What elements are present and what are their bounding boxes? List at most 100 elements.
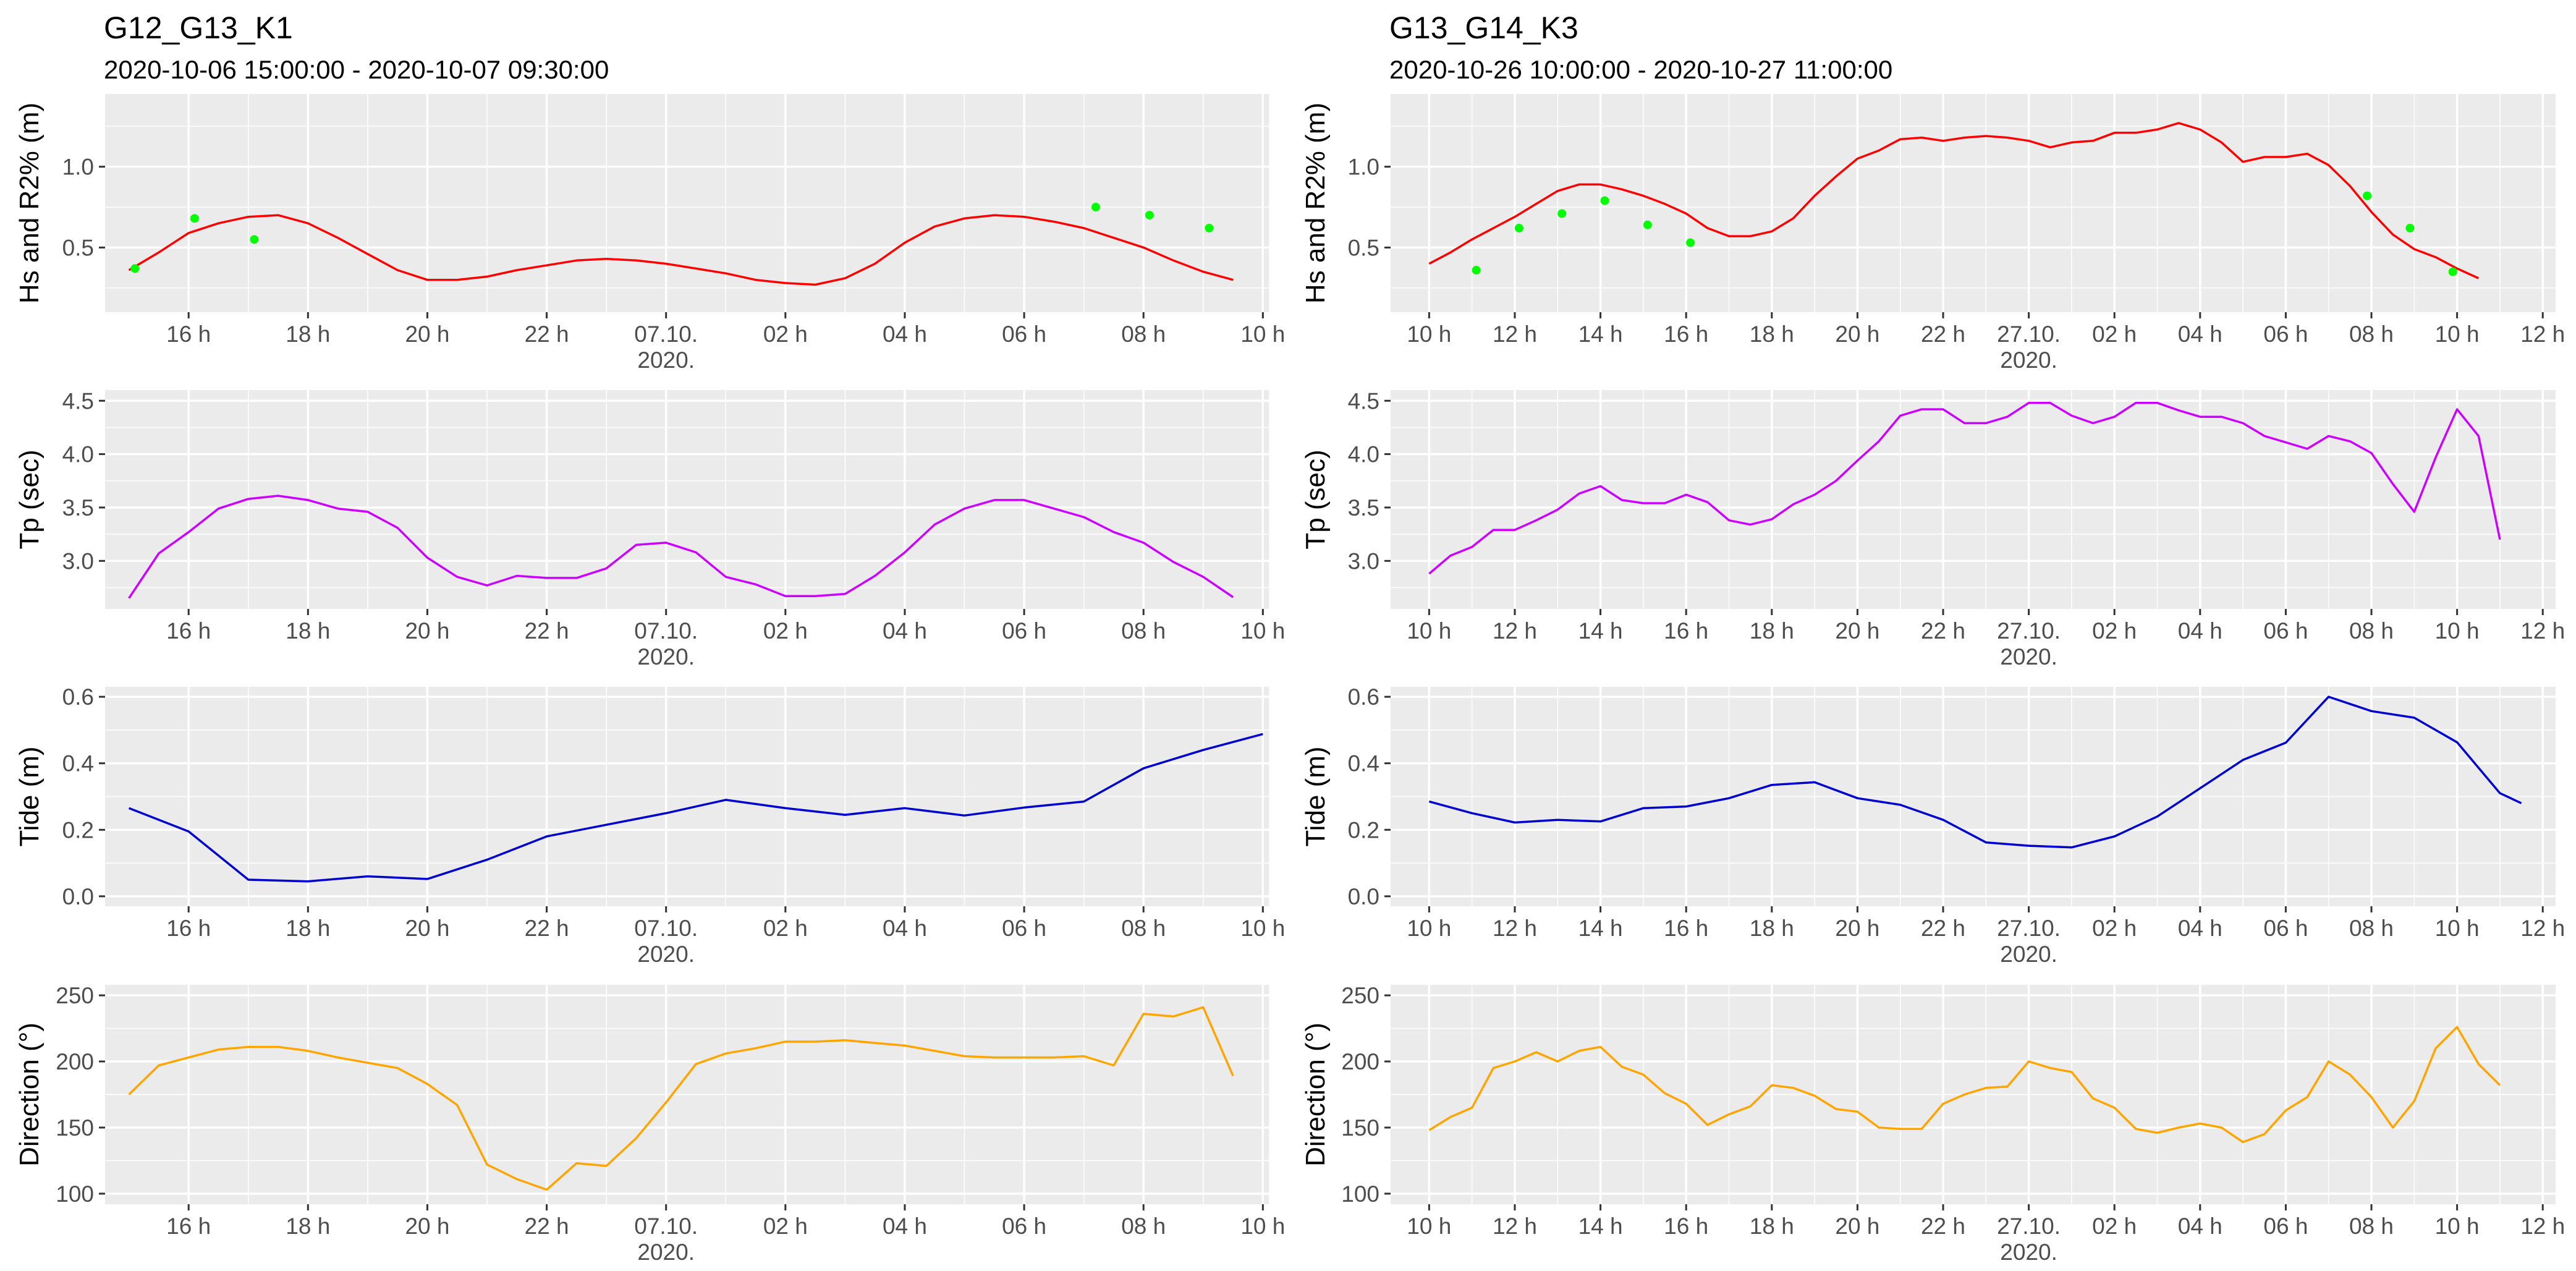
x-tick-label: 06 h [1002, 618, 1046, 644]
y-tick-label: 150 [1341, 1115, 1379, 1141]
y-tick-label: 4.0 [62, 442, 94, 467]
y-axis-title: Tide (m) [14, 746, 44, 846]
y-axis-title: Tp (sec) [14, 449, 44, 549]
x-tick-label: 10 h [1240, 321, 1285, 347]
x-tick-label: 02 h [763, 916, 808, 941]
panel-tide-left: 16 h 18 h 20 h 22 h 07.10. 02 h 04 h 06 h 08 h 10… [14, 684, 1285, 967]
x-axis-date-label: 2020. [2000, 347, 2057, 373]
x-tick-label: 12 h [1493, 1214, 1537, 1239]
y-tick-label: 0.6 [1348, 684, 1379, 710]
x-tick-label: 12 h [2520, 1214, 2565, 1239]
y-tick-label: 4.5 [1348, 388, 1379, 414]
y-tick-label: 150 [56, 1115, 94, 1141]
r2-point [1472, 266, 1481, 275]
x-axis-date-label: 2020. [2000, 942, 2057, 967]
x-tick-label: 16 h [166, 916, 211, 941]
x-tick-label: 08 h [2349, 321, 2394, 347]
x-tick-label: 08 h [1121, 618, 1166, 644]
x-tick-label: 10 h [1407, 916, 1451, 941]
x-tick-label: 02 h [2092, 916, 2137, 941]
x-axis-date-label: 2020. [637, 1239, 695, 1265]
x-axis-date-label: 2020. [2000, 644, 2057, 670]
r2-point [1205, 224, 1214, 233]
x-tick-label: 18 h [1750, 618, 1794, 644]
r2-point [1514, 224, 1523, 233]
x-tick-label: 18 h [1750, 321, 1794, 347]
x-tick-label: 22 h [1921, 321, 1965, 347]
x-tick-label: 18 h [1750, 916, 1794, 941]
x-tick-label: 02 h [763, 1214, 808, 1239]
y-tick-label: 250 [1341, 983, 1379, 1008]
x-tick-label: 12 h [2520, 321, 2565, 347]
panel-background [105, 390, 1269, 609]
r2-point [190, 214, 199, 223]
x-tick-label: 06 h [1002, 1214, 1046, 1239]
x-tick-label: 12 h [2520, 916, 2565, 941]
x-tick-label: 27.10. [1997, 916, 2061, 941]
x-tick-label: 10 h [1407, 321, 1451, 347]
x-tick-label: 02 h [2092, 1214, 2137, 1239]
y-tick-label: 0.2 [1348, 817, 1379, 843]
series-line-tide [1428, 695, 2522, 849]
y-tick-label: 3.0 [1348, 548, 1379, 574]
y-axis-title: Tp (sec) [1300, 449, 1331, 549]
x-tick-label: 27.10. [1997, 618, 2061, 644]
x-tick-label: 08 h [1121, 1214, 1166, 1239]
x-tick-label: 08 h [2349, 1214, 2394, 1239]
y-tick-label: 250 [56, 983, 94, 1008]
y-tick-label: 3.5 [62, 495, 94, 521]
x-tick-label: 22 h [1921, 916, 1965, 941]
panel-tp-right: 10 h 12 h 14 h 16 h 18 h 20 h 22 h 27.10. 02 h 04… [1300, 388, 2565, 670]
x-tick-label: 16 h [166, 618, 211, 644]
x-tick-label: 22 h [525, 1214, 569, 1239]
panel-dir-left: 16 h 18 h 20 h 22 h 07.10. 02 h 04 h 06 h 08 h 10… [14, 983, 1285, 1265]
r2-point [1091, 203, 1100, 212]
x-tick-label: 14 h [1578, 618, 1623, 644]
y-tick-label: 0.5 [62, 235, 94, 260]
x-tick-label: 08 h [1121, 916, 1166, 941]
x-tick-label: 20 h [1835, 321, 1879, 347]
y-tick-label: 4.0 [1348, 442, 1379, 467]
panel-tide-right: 10 h 12 h 14 h 16 h 18 h 20 h 22 h 27.10. 02 h 04… [1300, 684, 2565, 967]
y-axis-title: Direction (°) [1300, 1022, 1331, 1167]
y-tick-label: 100 [56, 1181, 94, 1207]
x-tick-label: 18 h [286, 321, 330, 347]
x-tick-label: 06 h [2263, 321, 2308, 347]
r2-point [1643, 220, 1652, 229]
r2-point [1600, 196, 1609, 205]
x-tick-label: 20 h [405, 618, 449, 644]
x-tick-label: 16 h [1664, 321, 1708, 347]
x-tick-label: 22 h [525, 321, 569, 347]
series-line-tide [128, 733, 1263, 883]
x-tick-label: 18 h [286, 1214, 330, 1239]
x-tick-label: 27.10. [1997, 1214, 2061, 1239]
x-tick-label: 06 h [2263, 916, 2308, 941]
x-tick-label: 10 h [1240, 1214, 1285, 1239]
x-tick-label: 16 h [1664, 618, 1708, 644]
panel-hs-left: 16 h 18 h 20 h 22 h 07.10. 02 h 04 h 06 h 08 h 10… [14, 94, 1285, 373]
y-tick-label: 100 [1341, 1181, 1379, 1207]
panel-background [105, 94, 1269, 312]
x-tick-label: 04 h [883, 1214, 927, 1239]
x-tick-label: 04 h [2178, 916, 2222, 941]
y-tick-label: 0.0 [62, 884, 94, 909]
x-axis-date-label: 2020. [637, 644, 695, 670]
x-tick-label: 27.10. [1997, 321, 2061, 347]
x-tick-label: 06 h [2263, 1214, 2308, 1239]
x-tick-label: 10 h [1240, 916, 1285, 941]
column-1-title: G12_G13_K1 [104, 11, 293, 45]
y-tick-label: 3.0 [62, 548, 94, 574]
r2-point [1145, 211, 1154, 220]
y-tick-label: 0.5 [1348, 235, 1379, 260]
x-tick-label: 07.10. [634, 1214, 698, 1239]
r2-point [1686, 238, 1695, 247]
series-line-hs [1428, 122, 2480, 279]
panel-tp-left: 16 h 18 h 20 h 22 h 07.10. 02 h 04 h 06 h 08 h 10… [14, 388, 1285, 670]
r2-point [130, 264, 140, 273]
x-tick-label: 18 h [1750, 1214, 1794, 1239]
x-tick-label: 14 h [1578, 916, 1623, 941]
x-tick-label: 18 h [286, 618, 330, 644]
y-tick-label: 0.4 [62, 751, 94, 776]
r2-point [250, 235, 259, 244]
